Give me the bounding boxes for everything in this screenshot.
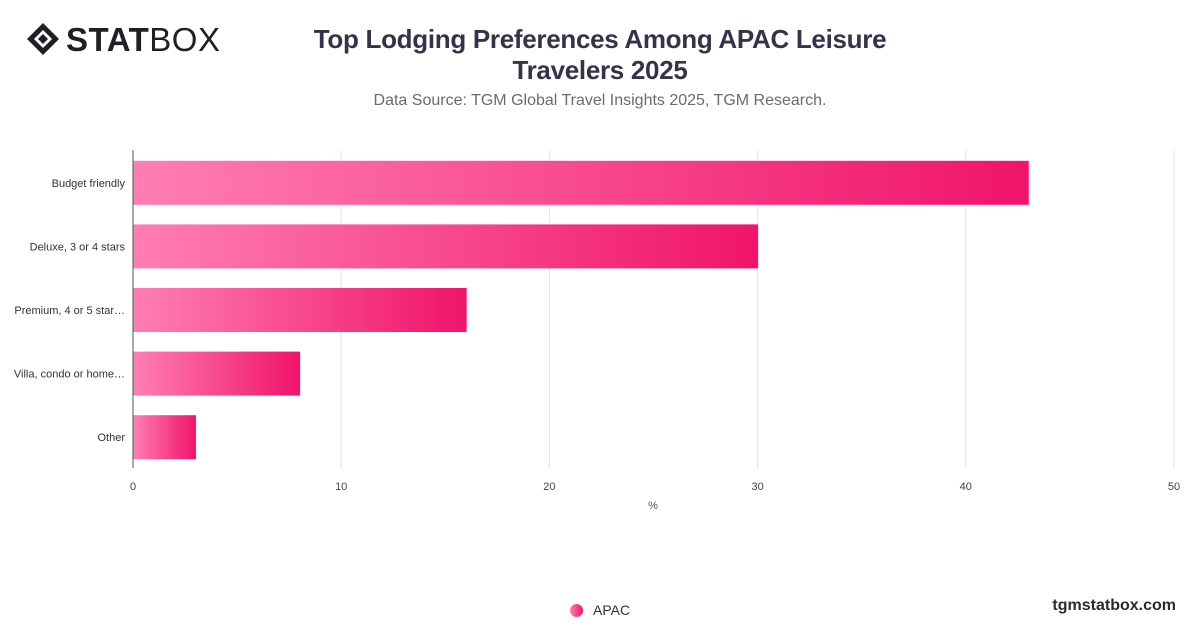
x-tick-label: 10 [335, 481, 347, 493]
x-axis-title: % [648, 500, 658, 512]
x-tick-label: 40 [960, 481, 972, 493]
chart-title: Top Lodging Preferences Among APAC Leisu… [313, 24, 887, 85]
x-tick-label: 30 [751, 481, 763, 493]
diamond-logo-icon [27, 23, 59, 55]
bar[interactable] [133, 224, 759, 269]
category-label: Villa, condo or home… [14, 369, 125, 381]
bar[interactable] [133, 288, 467, 332]
category-label: Premium, 4 or 5 star… [14, 305, 125, 317]
category-label: Deluxe, 3 or 4 stars [30, 241, 126, 253]
legend-dot-icon [570, 603, 583, 617]
watermark: tgmstatbox.com [1052, 597, 1176, 614]
x-tick-label: 50 [1168, 481, 1180, 493]
bar[interactable] [133, 160, 1029, 205]
legend-label: APAC [593, 602, 631, 618]
x-tick-label: 0 [130, 481, 136, 493]
logo-bold-text: STAT [66, 20, 150, 58]
bar[interactable] [133, 415, 196, 460]
logo-light-text: BOX [149, 20, 221, 58]
chart-subtitle: Data Source: TGM Global Travel Insights … [373, 92, 827, 109]
x-tick-label: 20 [543, 481, 555, 493]
category-label: Other [97, 432, 125, 444]
statbox-logo: STATBOX [26, 22, 220, 56]
category-label: Budget friendly [52, 178, 126, 190]
bar[interactable] [133, 351, 301, 396]
legend[interactable]: APAC [570, 602, 630, 618]
